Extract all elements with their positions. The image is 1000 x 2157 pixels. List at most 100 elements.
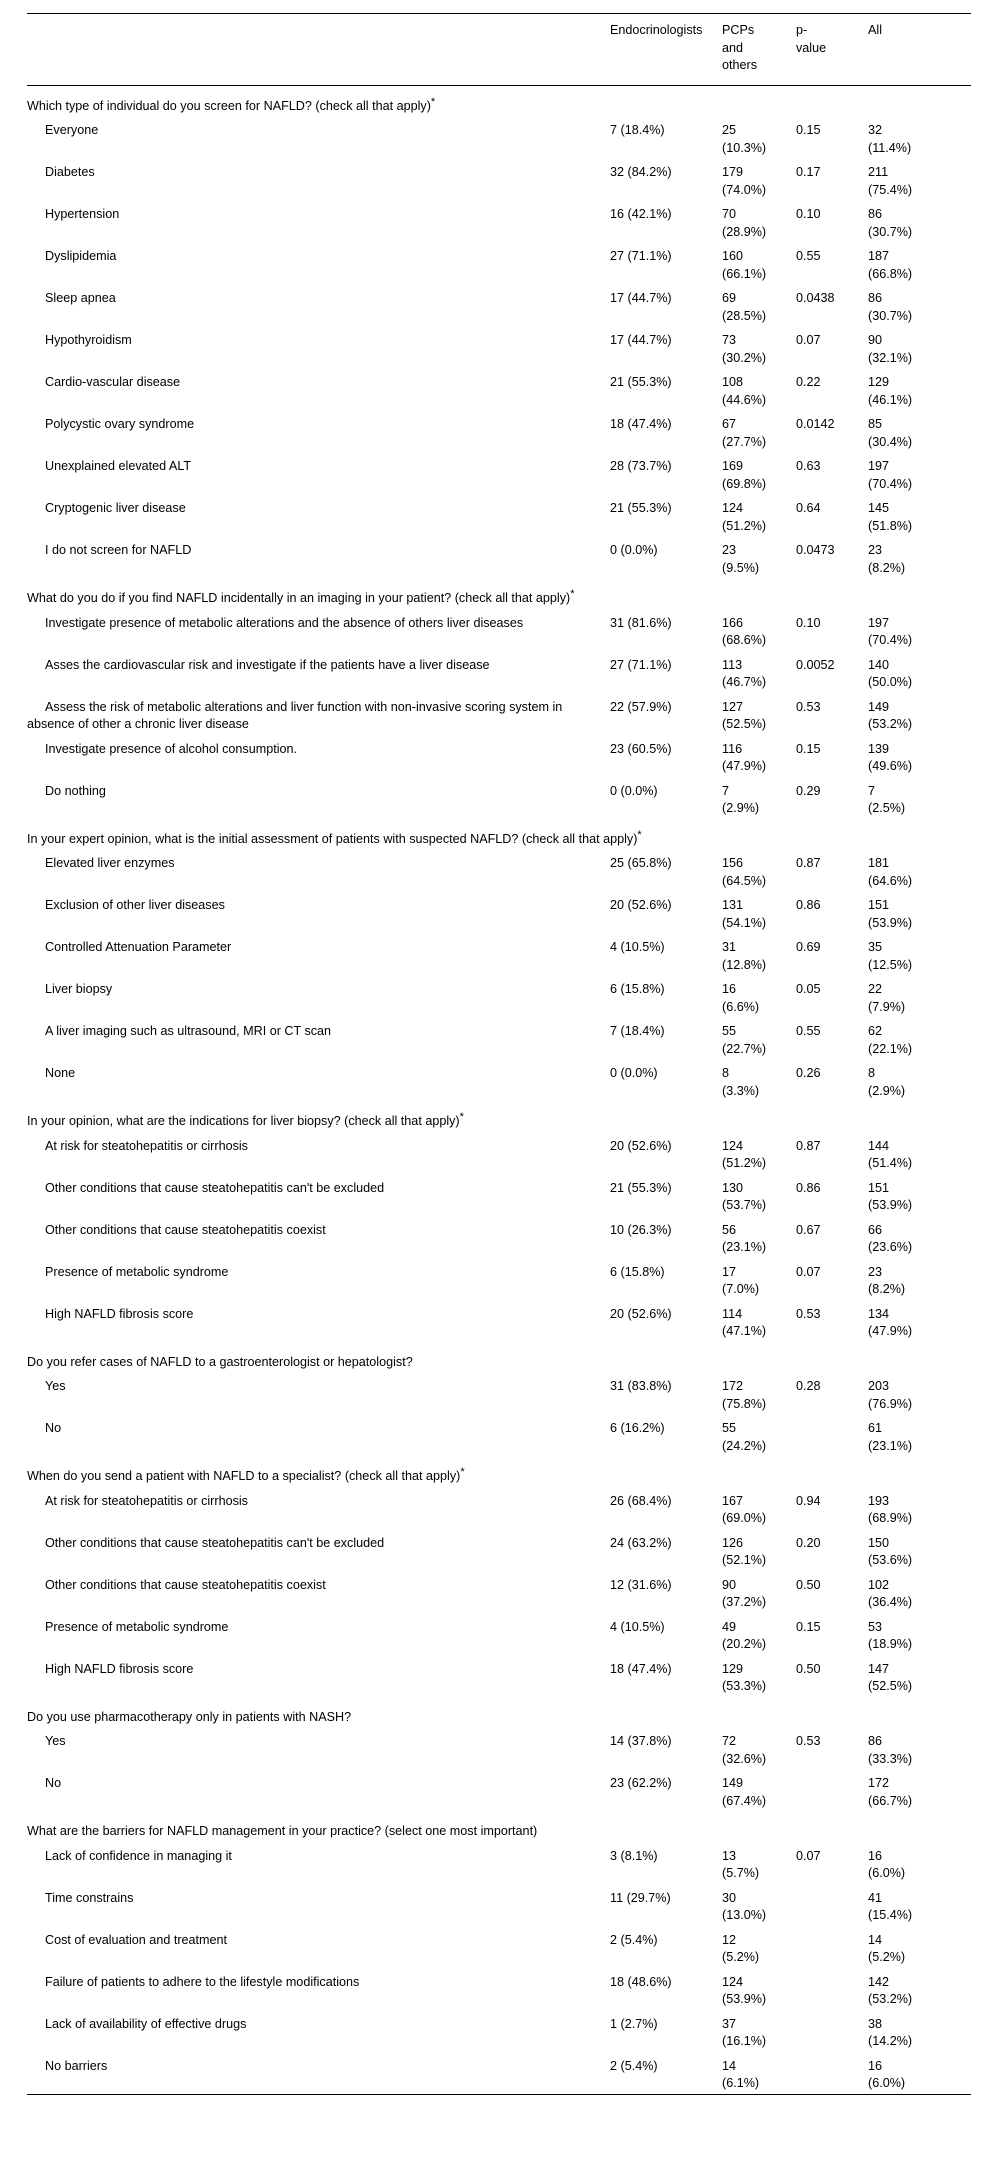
table-row: Diabetes 32 (84.2%) 179 (74.0%) 0.17 211 (75… — [27, 158, 971, 200]
cell-pcps-and-others: 116 (47.9%) — [722, 741, 767, 774]
cell-endocrinologists: 2 (5.4%) — [610, 2058, 658, 2073]
cell-all: 144 (51.4%) — [868, 1138, 913, 1171]
row-label: Presence of metabolic syndrome — [45, 1264, 229, 1279]
question-text: Do you refer cases of NAFLD to a gastroe… — [27, 1354, 413, 1369]
cell-p-value: 0.15 — [796, 741, 821, 756]
cell-all: 140 (50.0%) — [868, 657, 913, 690]
cell-all: 151 (53.9%) — [868, 1180, 913, 1213]
table-row: Elevated liver enzymes 25 (65.8%) 156 (64.… — [27, 849, 971, 891]
cell-p-value: 0.50 — [796, 1661, 821, 1676]
cell-pcps-and-others: 167 (69.0%) — [722, 1493, 767, 1526]
row-label: Sleep apnea — [45, 291, 116, 305]
table-row: High NAFLD fibrosis score 20 (52.6%) 114 (… — [27, 1300, 971, 1342]
question-text: Which type of individual do you screen f… — [27, 98, 431, 113]
column-header-endocrinologists: Endocrinologists — [610, 13, 722, 86]
row-label: Cost of evaluation and treatment — [45, 1932, 228, 1947]
cell-endocrinologists: 18 (47.4%) — [610, 1661, 672, 1676]
cell-pcps-and-others: 8 (3.3%) — [722, 1066, 760, 1098]
cell-pcps-and-others: 16 (6.6%) — [722, 982, 760, 1014]
cell-all: 102 (36.4%) — [868, 1577, 913, 1610]
table-row: A liver imaging such as ultrasound, MRI … — [27, 1017, 971, 1059]
table-row: Lack of availability of effective drugs 1… — [27, 2010, 971, 2052]
table-top-spacer — [27, 0, 971, 14]
question-row: Do you use pharmacotherapy only in patie… — [27, 1697, 971, 1728]
cell-pcps-and-others: 72 (32.6%) — [722, 1734, 767, 1766]
table-row: Presence of metabolic syndrome 4 (10.5%) 4… — [27, 1613, 971, 1655]
table-row: Other conditions that cause steatohepati… — [27, 1216, 971, 1258]
cell-pcps-and-others: 149 (67.4%) — [722, 1776, 767, 1808]
table-row: Asses the cardiovascular risk and invest… — [27, 651, 971, 693]
cell-endocrinologists: 4 (10.5%) — [610, 940, 665, 954]
cell-all: 197 (70.4%) — [868, 459, 913, 491]
survey-results-table: Endocrinologists PCPs and others p- valu… — [27, 0, 971, 2117]
cell-p-value — [796, 1884, 868, 1926]
table-row: Assess the risk of metabolic alterations… — [27, 693, 971, 735]
cell-endocrinologists: 6 (15.8%) — [610, 982, 665, 996]
table-row: No barriers 2 (5.4%) 14 (6.1%) 16 (6.0%) — [27, 2052, 971, 2095]
question-row: What are the barriers for NAFLD manageme… — [27, 1811, 971, 1842]
cell-pcps-and-others: 7 (2.9%) — [722, 783, 760, 816]
question-label: What are the barriers for NAFLD manageme… — [27, 1811, 971, 1842]
cell-endocrinologists: 12 (31.6%) — [610, 1577, 672, 1592]
table-row: Yes 14 (37.8%) 72 (32.6%) 0.53 86 (33.3%) — [27, 1727, 971, 1769]
table-row: Cryptogenic liver disease 21 (55.3%) 124 (… — [27, 494, 971, 536]
cell-endocrinologists: 23 (60.5%) — [610, 741, 672, 756]
row-label: Exclusion of other liver diseases — [45, 898, 225, 912]
cell-pcps-and-others: 114 (47.1%) — [722, 1306, 767, 1339]
row-label: Other conditions that cause steatohepati… — [45, 1222, 326, 1237]
cell-endocrinologists: 17 (44.7%) — [610, 333, 672, 347]
cell-endocrinologists: 0 (0.0%) — [610, 1066, 658, 1080]
question-text: In your opinion, what are the indication… — [27, 1114, 460, 1128]
cell-p-value: 0.0052 — [796, 657, 835, 672]
table-row: Presence of metabolic syndrome 6 (15.8%) 1… — [27, 1258, 971, 1300]
table-row: Hypertension 16 (42.1%) 70 (28.9%) 0.10 86 (… — [27, 200, 971, 242]
question-row: Which type of individual do you screen f… — [27, 85, 971, 116]
question-label: Do you refer cases of NAFLD to a gastroe… — [27, 1342, 971, 1373]
cell-p-value: 0.10 — [796, 207, 821, 221]
question-row: Do you refer cases of NAFLD to a gastroe… — [27, 1342, 971, 1373]
cell-all: 61 (23.1%) — [868, 1421, 913, 1453]
cell-all: 86 (33.3%) — [868, 1734, 913, 1766]
cell-endocrinologists: 32 (84.2%) — [610, 165, 672, 179]
row-label: Elevated liver enzymes — [45, 856, 175, 870]
question-label: When do you send a patient with NAFLD to… — [27, 1456, 971, 1487]
cell-all: 53 (18.9%) — [868, 1619, 913, 1652]
cell-p-value — [796, 1414, 868, 1456]
cell-endocrinologists: 6 (15.8%) — [610, 1264, 665, 1279]
cell-pcps-and-others: 124 (51.2%) — [722, 1138, 767, 1171]
row-label: Cardio-vascular disease — [45, 375, 181, 389]
question-label: In your expert opinion, what is the init… — [27, 819, 971, 850]
cell-all: 32 (11.4%) — [868, 123, 912, 155]
cell-all: 22 (7.9%) — [868, 982, 906, 1014]
cell-p-value: 0.87 — [796, 856, 821, 870]
table-row: Liver biopsy 6 (15.8%) 16 (6.6%) 0.05 22 (7.… — [27, 975, 971, 1017]
cell-p-value: 0.53 — [796, 699, 821, 714]
table-row: Cost of evaluation and treatment 2 (5.4%)… — [27, 1926, 971, 1968]
row-label: High NAFLD fibrosis score — [45, 1306, 194, 1321]
table-row: No 23 (62.2%) 149 (67.4%) 172 (66.7%) — [27, 1769, 971, 1811]
cell-endocrinologists: 17 (44.7%) — [610, 291, 672, 305]
question-label: Which type of individual do you screen f… — [27, 85, 971, 116]
cell-all: 41 (15.4%) — [868, 1890, 913, 1923]
row-label: Assess the risk of metabolic alterations… — [27, 699, 563, 732]
cell-p-value: 0.94 — [796, 1493, 821, 1508]
cell-all: 134 (47.9%) — [868, 1306, 913, 1339]
row-label: Other conditions that cause steatohepati… — [45, 1577, 326, 1592]
cell-endocrinologists: 25 (65.8%) — [610, 856, 672, 870]
cell-p-value: 0.07 — [796, 333, 821, 347]
row-label: Polycystic ovary syndrome — [45, 417, 195, 431]
cell-pcps-and-others: 56 (23.1%) — [722, 1222, 767, 1255]
cell-all: 86 (30.7%) — [868, 291, 913, 323]
cell-p-value: 0.20 — [796, 1535, 821, 1550]
question-text: What are the barriers for NAFLD manageme… — [27, 1824, 538, 1838]
row-label: Lack of confidence in managing it — [45, 1848, 232, 1863]
cell-all: 66 (23.6%) — [868, 1222, 913, 1255]
question-row: In your opinion, what are the indication… — [27, 1101, 971, 1132]
footnote-marker: * — [430, 95, 436, 108]
cell-pcps-and-others: 130 (53.7%) — [722, 1180, 767, 1213]
cell-pcps-and-others: 70 (28.9%) — [722, 207, 767, 239]
cell-p-value: 0.53 — [796, 1734, 821, 1748]
cell-pcps-and-others: 124 (53.9%) — [722, 1974, 767, 2007]
cell-pcps-and-others: 156 (64.5%) — [722, 856, 767, 888]
